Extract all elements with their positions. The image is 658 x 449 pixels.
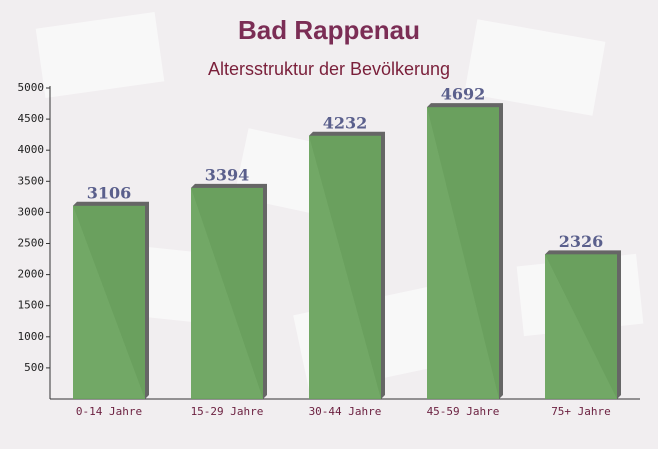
y-tick-label: 2500 [18,237,45,250]
value-label: 4232 [323,113,368,132]
y-tick-label: 1000 [18,330,45,343]
y-tick-label: 3500 [18,174,45,187]
value-label: 3106 [87,183,132,202]
y-tick-label: 5000 [18,81,45,94]
bar [73,205,145,399]
x-tick-label: 30-44 Jahre [309,405,382,418]
bar [545,254,617,399]
x-tick-label: 0-14 Jahre [76,405,142,418]
y-tick-label: 4000 [18,143,45,156]
x-tick-label: 75+ Jahre [551,405,611,418]
x-tick-label: 45-59 Jahre [427,405,500,418]
x-tick-label: 15-29 Jahre [191,405,264,418]
y-tick-label: 3000 [18,205,45,218]
value-label: 2326 [559,232,604,251]
bar [191,187,263,399]
y-tick-label: 1500 [18,299,45,312]
chart-subtitle: Altersstruktur der Bevölkerung [208,59,450,79]
bar [427,107,499,400]
value-label: 4692 [441,85,486,104]
chart-title: Bad Rappenau [238,15,420,45]
y-tick-label: 2000 [18,268,45,281]
y-tick-label: 4500 [18,112,45,125]
value-label: 3394 [205,165,250,184]
bar [309,135,381,399]
y-tick-label: 500 [24,361,44,374]
